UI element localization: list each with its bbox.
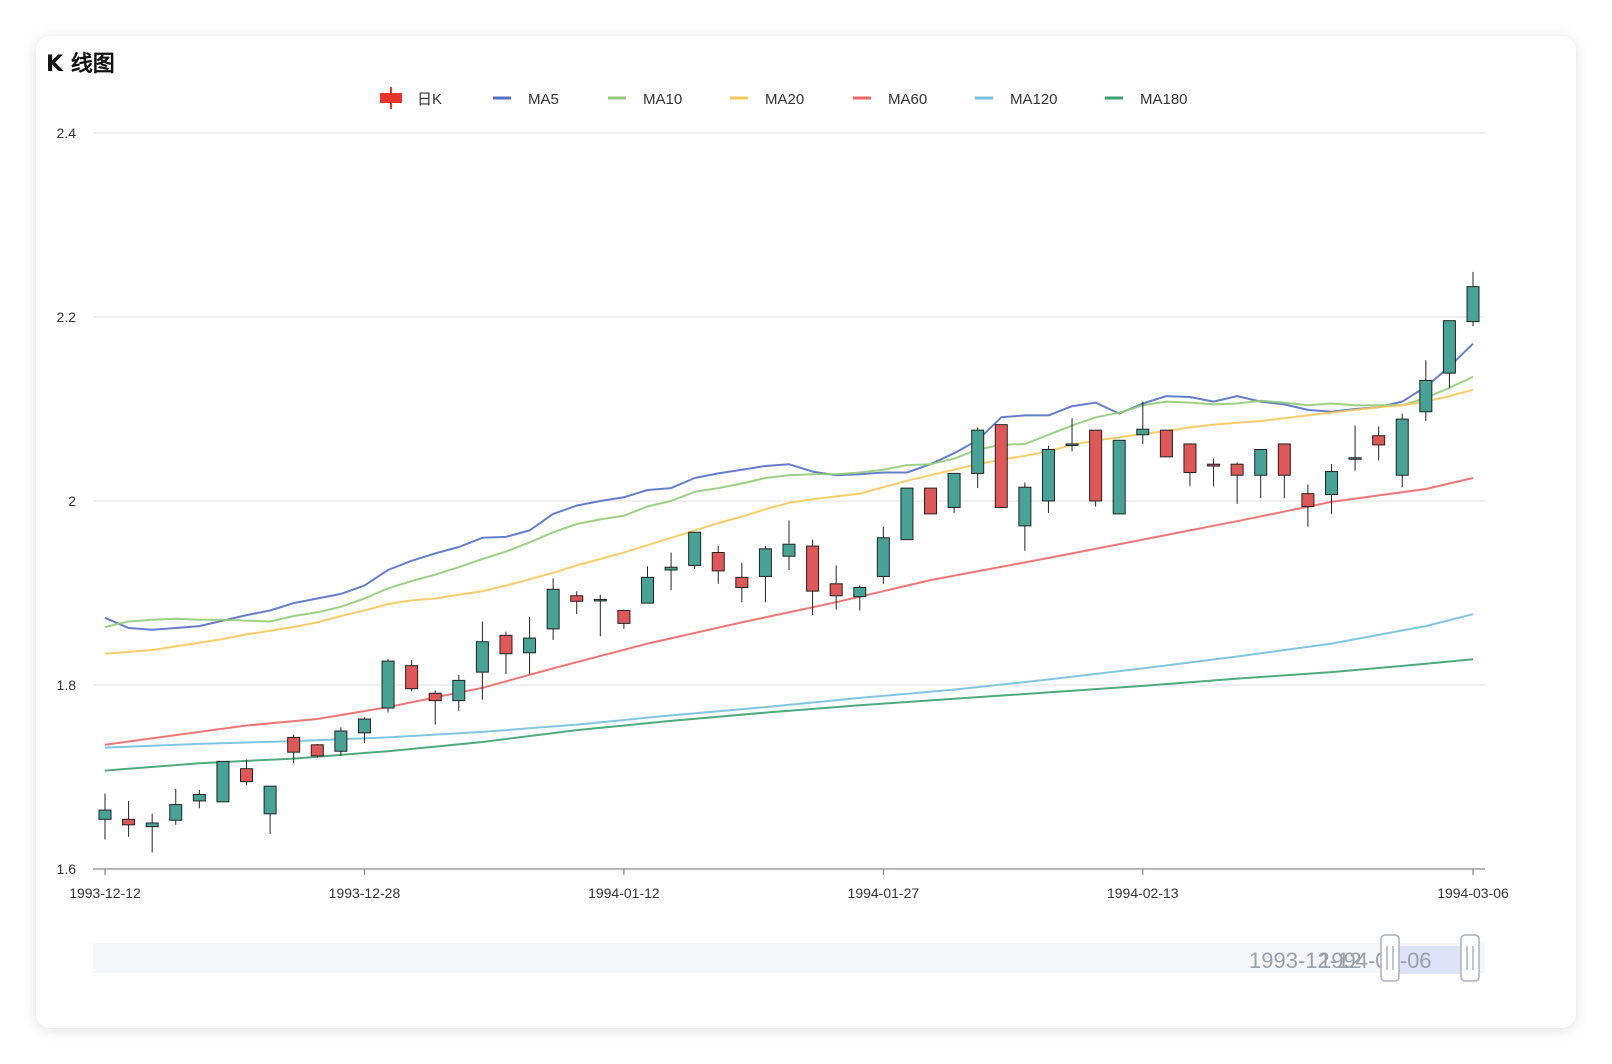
candle-body: [570, 595, 584, 602]
y-tick-label: 1.6: [57, 861, 77, 877]
x-tick-label: 1993-12-12: [69, 885, 141, 901]
candle-body: [1112, 439, 1126, 515]
candle-body: [1301, 493, 1315, 508]
chart-title: K 线图: [46, 52, 115, 77]
candle-body: [782, 543, 796, 557]
data-zoom-end-label: 1994-03-06: [1319, 948, 1432, 973]
candle-body: [1277, 443, 1291, 476]
candle-body: [1136, 428, 1150, 436]
ma-line-ma5: [104, 342, 1474, 631]
data-zoom-selection[interactable]: [1390, 946, 1470, 974]
x-tick-label: 1994-03-06: [1437, 885, 1509, 901]
candle-body: [876, 537, 890, 577]
candle-body: [947, 472, 961, 508]
ma-line-ma10: [104, 375, 1474, 628]
candle-body: [1065, 443, 1079, 446]
x-tick-label: 1994-01-12: [588, 885, 660, 901]
candle-body: [711, 552, 725, 572]
ma-line-ma60: [104, 477, 1474, 746]
data-zoom-track[interactable]: [93, 943, 1485, 973]
candle-body: [806, 545, 820, 592]
y-tick-label: 2.4: [57, 125, 77, 141]
candle-body: [240, 768, 254, 783]
candle-body: [263, 785, 277, 815]
candle-body: [1372, 435, 1386, 446]
candle-body: [758, 548, 772, 577]
legend-label-日k[interactable]: 日K: [417, 91, 442, 108]
candle-body: [169, 804, 183, 821]
legend-label-ma10[interactable]: MA10: [643, 91, 682, 108]
candle-body: [192, 793, 206, 802]
ma-line-ma20: [104, 388, 1474, 655]
candle-body: [1018, 486, 1032, 527]
y-tick-label: 2.2: [57, 309, 77, 325]
ma-line-ma180: [104, 658, 1474, 772]
candle-body: [1419, 379, 1433, 413]
candle-body: [523, 637, 537, 654]
chart-card: K 线图 1.6 1.8 2 2.2 2.4 1993-12-12 1993-12-28 19…: [36, 36, 1576, 1028]
data-zoom-handle-right[interactable]: [1460, 934, 1480, 982]
candle-body: [381, 660, 395, 709]
candle-body: [334, 730, 348, 752]
candle-body: [357, 718, 371, 734]
candle-body: [688, 531, 702, 566]
candle-body: [145, 822, 159, 828]
candle-body: [122, 818, 136, 826]
candle-body: [1466, 286, 1480, 323]
candle-body: [1254, 448, 1268, 476]
y-tick-label: 2: [68, 493, 76, 509]
data-zoom-handle-left[interactable]: [1380, 934, 1400, 982]
ma-line-ma120: [104, 613, 1474, 749]
candle-body: [1183, 443, 1197, 473]
candle-body: [1324, 471, 1338, 496]
candle-body: [428, 692, 442, 702]
candle-body: [735, 576, 749, 588]
candle-body: [1159, 429, 1173, 458]
legend-label-ma180[interactable]: MA180: [1140, 91, 1188, 108]
candle-body: [829, 583, 843, 597]
candle-body: [475, 641, 489, 673]
candle-body: [1348, 457, 1362, 460]
candle-body: [287, 736, 301, 753]
candle-body: [216, 760, 230, 803]
candle-body: [924, 487, 938, 515]
candle-body: [98, 809, 112, 820]
candle-body: [1230, 463, 1244, 476]
y-tick-label: 1.8: [57, 677, 77, 693]
legend-label-ma20[interactable]: MA20: [765, 91, 804, 108]
candle-body: [452, 679, 466, 702]
candle-body: [971, 429, 985, 474]
kline-chart: 1.6 1.8 2 2.2 2.4 1993-12-12 1993-12-28 1994-01…: [57, 87, 1509, 982]
candle-body: [900, 487, 914, 541]
x-tick-label: 1994-01-27: [848, 885, 920, 901]
candle-body: [1395, 418, 1409, 476]
candle-body: [1207, 463, 1221, 467]
candle-body: [617, 609, 631, 624]
candle-body: [994, 424, 1008, 508]
candle-body: [1089, 429, 1103, 502]
candle-body: [664, 566, 678, 571]
x-tick-label: 1994-02-13: [1107, 885, 1179, 901]
candle-body: [546, 588, 560, 630]
candle-body: [853, 586, 867, 598]
legend-label-ma120[interactable]: MA120: [1010, 91, 1058, 108]
candle-body: [1041, 448, 1055, 502]
candle-body: [1442, 320, 1456, 374]
data-zoom-start-label: 1993-12-12: [1249, 948, 1362, 973]
candle-body: [405, 665, 419, 690]
x-tick-label: 1993-12-28: [329, 885, 401, 901]
candle-body: [499, 634, 513, 655]
candle-body: [640, 576, 654, 604]
legend-label-ma60[interactable]: MA60: [888, 91, 927, 108]
candle-body: [593, 598, 607, 602]
candle-body: [310, 744, 324, 757]
legend-label-ma5[interactable]: MA5: [528, 91, 559, 108]
